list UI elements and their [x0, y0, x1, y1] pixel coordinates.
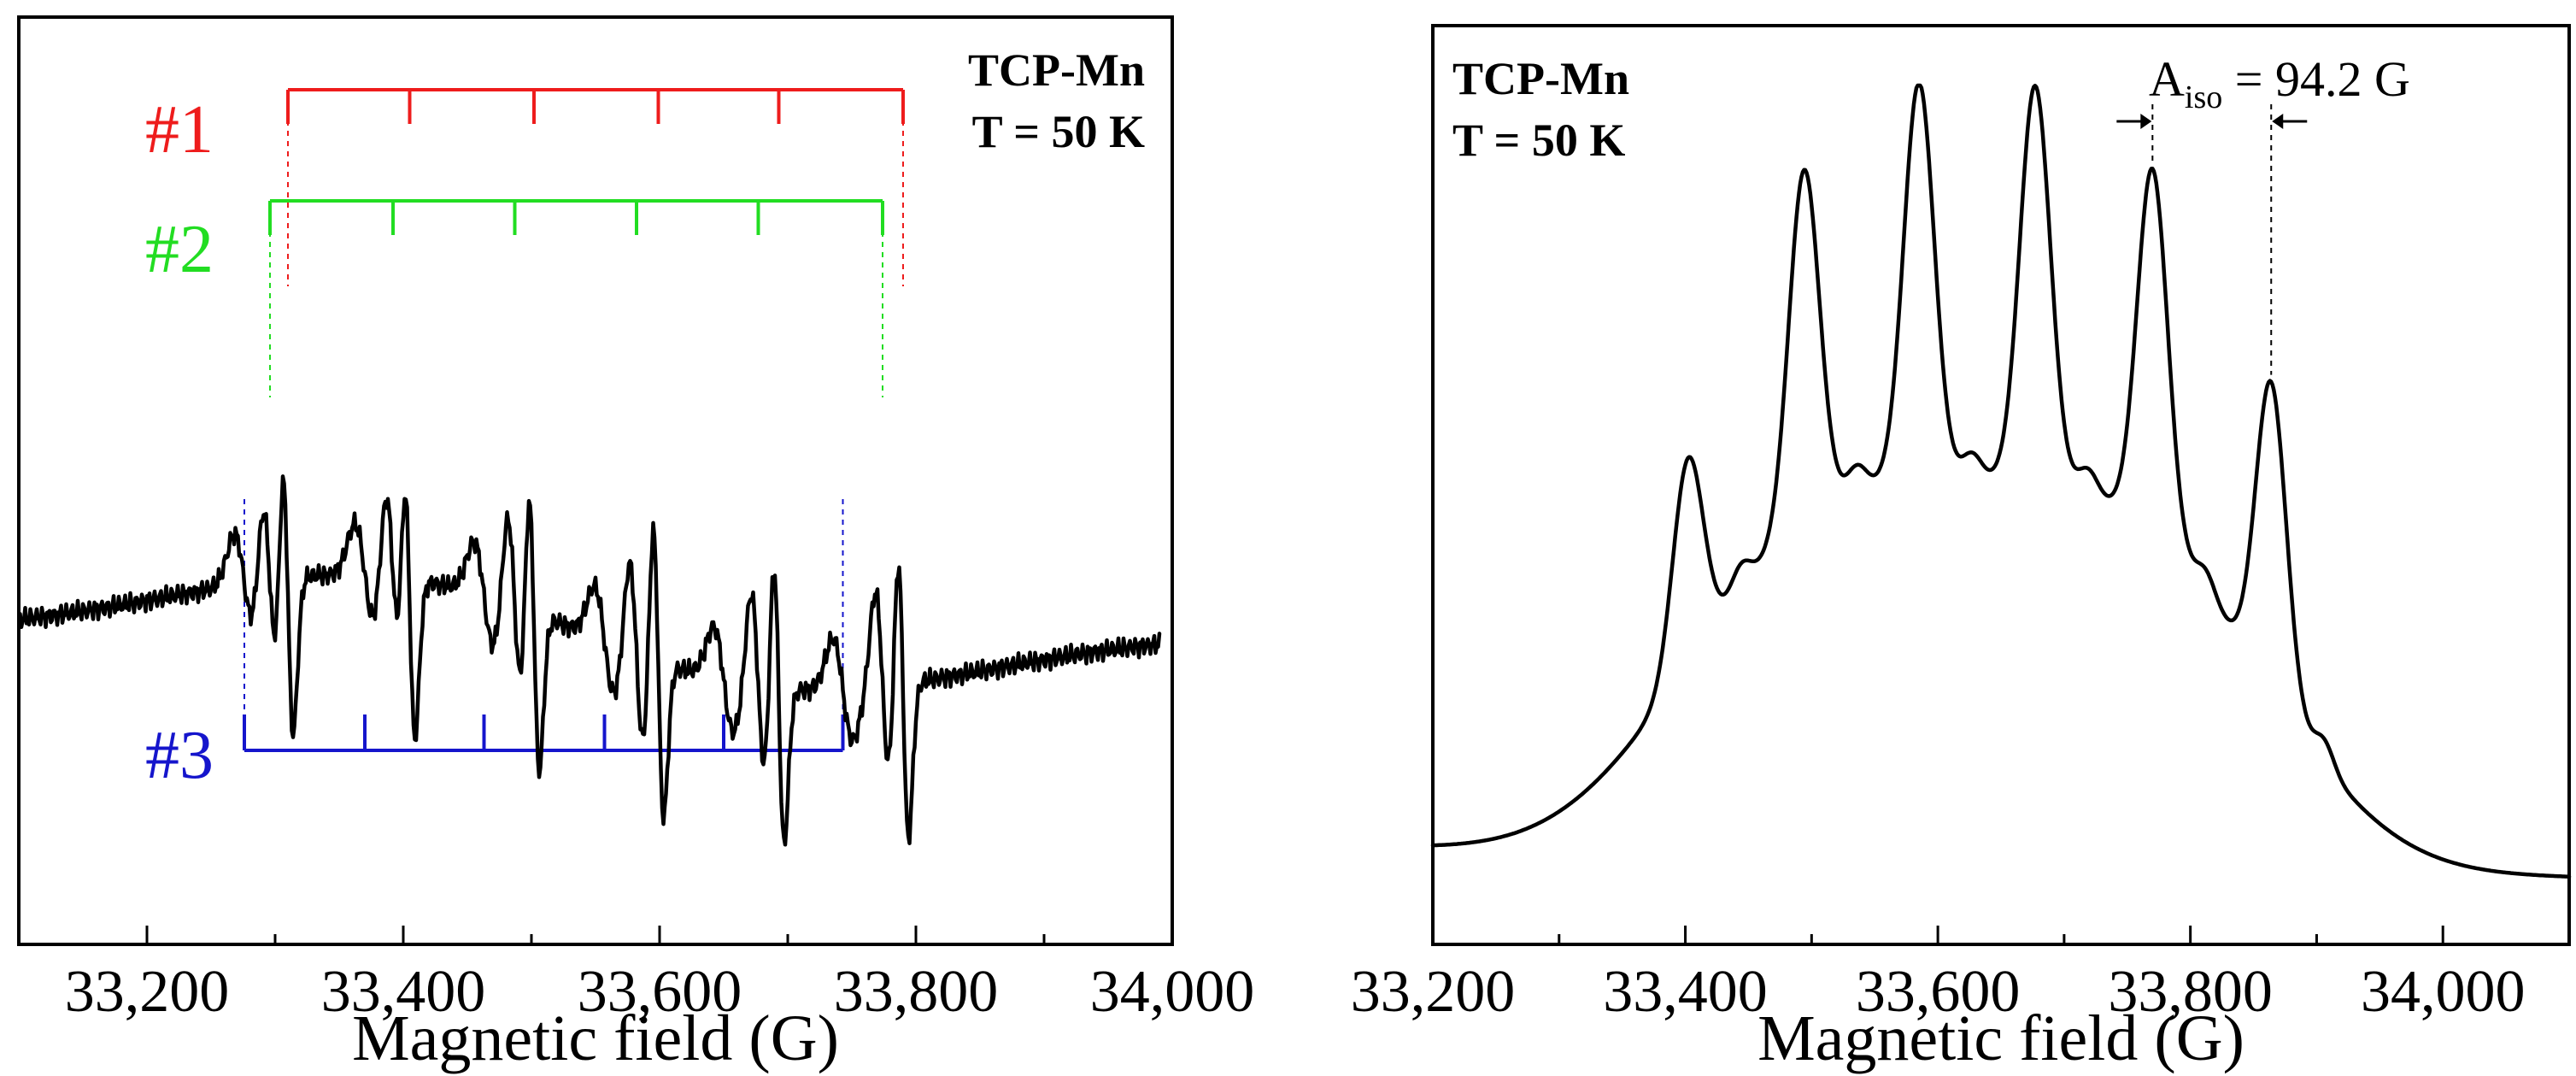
right-epr-absorption-spectrum	[1430, 83, 2572, 879]
hyperfine-set-3-label: #3	[145, 718, 214, 793]
left-tick-label-33800: 33,800	[834, 959, 999, 1025]
left-hyperfine-sets: #1 #2 #3	[145, 88, 905, 793]
hyperfine-set-2-label: #2	[145, 212, 214, 287]
right-tick-label-33600: 33,600	[1856, 959, 2021, 1025]
aiso-arrow-left	[2116, 114, 2152, 129]
right-sample-label: TCP-Mn	[1452, 53, 1629, 104]
hyperfine-set-1: #1	[145, 88, 905, 286]
left-epr-derivative-spectrum	[18, 474, 1162, 847]
left-x-axis-title: Magnetic field (G)	[352, 1003, 839, 1074]
right-tick-label-33400: 33,400	[1603, 959, 1768, 1025]
right-tick-label-33800: 33,800	[2108, 959, 2273, 1025]
right-panel: 33,200 33,400 33,600 33,800 34,000 TCP-Mn T …	[1351, 24, 2572, 1074]
right-x-ticks: 33,200 33,400 33,600 33,800 34,000	[1351, 926, 2571, 1025]
aiso-value: = 94.2 G	[2222, 51, 2410, 107]
aiso-annotation: Aiso = 94.2 G	[2116, 51, 2410, 375]
left-plot-frame	[17, 15, 1174, 946]
left-tick-label-33200: 33,200	[65, 959, 230, 1025]
left-tick-label-33600: 33,600	[578, 959, 742, 1025]
left-tick-label-33400: 33,400	[321, 959, 486, 1025]
right-x-axis-title: Magnetic field (G)	[1757, 1003, 2244, 1074]
hyperfine-set-2: #2	[145, 199, 884, 397]
aiso-arrow-right	[2272, 114, 2308, 129]
left-temperature-label: T = 50 K	[972, 106, 1145, 157]
right-tick-label-33200: 33,200	[1351, 959, 1516, 1025]
left-x-ticks: 33,200 33,400 33,600 33,800 34,000	[17, 926, 1255, 1025]
right-temperature-label: T = 50 K	[1452, 115, 1625, 166]
aiso-symbol: A	[2149, 51, 2185, 107]
aiso-subscript: iso	[2185, 79, 2222, 115]
left-panel: 33,200 33,400 33,600 33,800 34,000 #1 #2 #3 TC…	[17, 15, 1255, 1074]
left-tick-label-34000: 34,000	[1090, 959, 1255, 1025]
right-tick-label-34000: 34,000	[2361, 959, 2526, 1025]
right-plot-frame	[1431, 24, 2571, 946]
left-sample-label: TCP-Mn	[968, 44, 1145, 96]
aiso-label: Aiso = 94.2 G	[2149, 51, 2410, 115]
hyperfine-set-1-label: #1	[145, 92, 214, 168]
